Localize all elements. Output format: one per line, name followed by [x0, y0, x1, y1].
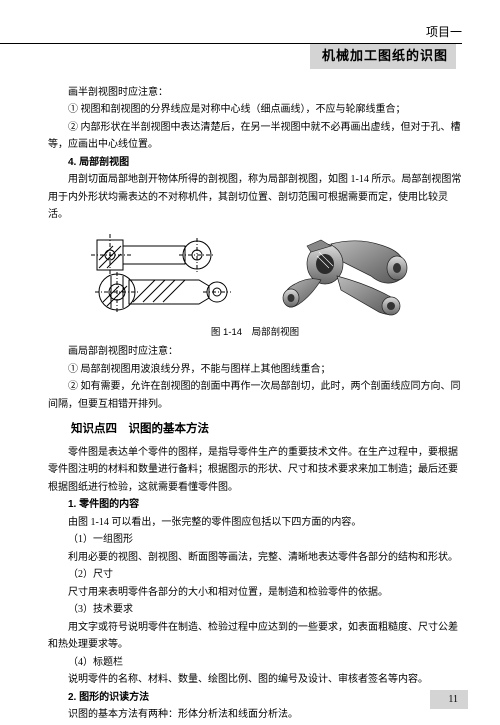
figure-1-14: 图 1-14 局部剖视图 — [48, 232, 462, 342]
paragraph: ① 视图和剖视图的分界线应是对称中心线（细点画线），不应与轮廓线重合； — [48, 101, 462, 119]
paragraph: 用剖切面局部地剖开物体所得的剖视图，称为局部剖视图，如图 1-14 所示。局部剖… — [48, 171, 462, 224]
heading-4: 4. 局部剖视图 — [48, 154, 462, 172]
chapter-title: 机械加工图纸的识图 — [310, 44, 456, 69]
paragraph: 利用必要的视图、剖视图、断面图等画法，完整、清晰地表达零件各部分的结构和形状。 — [48, 549, 462, 567]
shaded-drawing-icon — [271, 232, 421, 322]
paragraph: 零件图是表达单个零件的图样，是指导零件生产的重要技术文件。在生产过程中，要根据零… — [48, 444, 462, 497]
figure-row — [48, 232, 462, 322]
paragraph: （3）技术要求 — [48, 601, 462, 619]
paragraph: ② 内部形状在半剖视图中表达清楚后，在另一半视图中就不必再画出虚线，但对于孔、槽… — [48, 119, 462, 154]
heading-4: 2. 图形的识读方法 — [48, 689, 462, 707]
paragraph: 说明零件的名称、材料、数量、绘图比例、图的编号及设计、审核者签名等内容。 — [48, 671, 462, 689]
project-label: 项目一 — [48, 22, 462, 43]
chapter-title-bar: 机械加工图纸的识图 — [48, 43, 462, 70]
paragraph: 用文字或符号说明零件在制造、检验过程中应达到的一些要求，如表面粗糙度、尺寸公差和… — [48, 619, 462, 654]
paragraph: （2）尺寸 — [48, 566, 462, 584]
paragraph: （4）标题栏 — [48, 654, 462, 672]
page-header: 项目一 机械加工图纸的识图 — [48, 22, 462, 70]
paragraph: 画局部剖视图时应注意： — [48, 343, 462, 361]
page-content: 画半剖视图时应注意： ① 视图和剖视图的分界线应是对称中心线（细点画线），不应与… — [48, 84, 462, 724]
paragraph: （1）一组图形 — [48, 531, 462, 549]
figure-caption: 图 1-14 局部剖视图 — [48, 325, 462, 342]
line-drawing-icon — [89, 232, 249, 322]
heading-3: 知识点四 识图的基本方法 — [48, 419, 462, 439]
paragraph: ② 如有需要，允许在剖视图的剖面中再作一次局部剖切，此时，两个剖面线应同方向、同… — [48, 378, 462, 413]
paragraph: 由图 1-14 可以看出，一张完整的零件图应包括以下四方面的内容。 — [48, 514, 462, 532]
page-number: 11 — [430, 690, 468, 710]
paragraph: 画半剖视图时应注意： — [48, 84, 462, 102]
paragraph: 尺寸用来表明零件各部分的大小和相对位置，是制造和检验零件的依据。 — [48, 584, 462, 602]
paragraph: 识图的基本方法有两种：形体分析法和线面分析法。 — [48, 706, 462, 724]
paragraph: ① 局部剖视图用波浪线分界，不能与图样上其他图线重合； — [48, 361, 462, 379]
heading-4: 1. 零件图的内容 — [48, 496, 462, 514]
